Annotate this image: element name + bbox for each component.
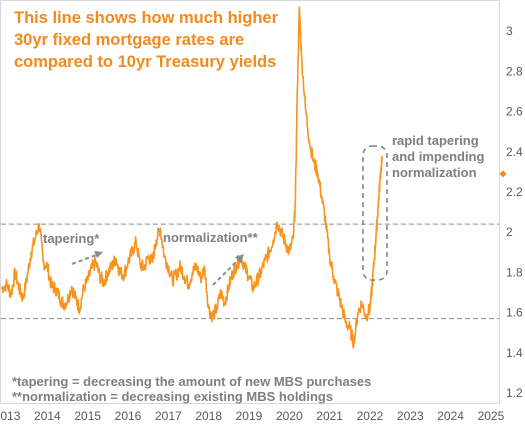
last-value-marker (499, 170, 507, 178)
normalization-arrowhead (235, 254, 244, 263)
title-line-3: compared to 10yr Treasury yields (14, 53, 276, 71)
x-tick-label: 2015 (74, 409, 101, 423)
tapering-arrow (71, 253, 100, 265)
footnote-tapering: *tapering = decreasing the amount of new… (12, 374, 371, 389)
x-tick-label: 2014 (34, 409, 61, 423)
x-tick-label: 2025 (478, 409, 505, 423)
box-label-line-3: normalization (392, 165, 477, 180)
normalization-arrow (212, 257, 241, 286)
x-tick-label: 2023 (397, 409, 424, 423)
title-line-2: 30yr fixed mortgage rates are (14, 31, 244, 49)
y-tick-label: 1.2 (506, 386, 523, 400)
y-tick-label: 2.2 (506, 185, 523, 199)
box-label-line-2: and impending (392, 149, 485, 164)
tapering-label: tapering* (43, 231, 100, 246)
title-line-1: This line shows how much higher (14, 9, 279, 27)
y-tick-label: 2.6 (506, 105, 523, 119)
x-tick-label: 2020 (276, 409, 303, 423)
normalization-label: normalization** (163, 230, 259, 245)
x-tick-label: 2018 (195, 409, 222, 423)
box-label: rapid tapering and impending normalizati… (392, 133, 488, 180)
y-tick-label: 1.8 (506, 265, 523, 279)
reference-lines (1, 223, 499, 320)
plot-frame (0, 0, 500, 404)
y-tick-label: 2.8 (506, 64, 523, 78)
y-tick-label: 3 (506, 24, 513, 38)
x-tick-label: 2017 (155, 409, 182, 423)
x-tick-label: 2019 (236, 409, 263, 423)
x-tick-label: 2022 (357, 409, 384, 423)
x-tick-label: 2016 (115, 409, 142, 423)
tapering-arrowhead (94, 251, 103, 258)
footnote-normalization: **normalization = decreasing existing MB… (12, 389, 333, 404)
box-label-line-1: rapid tapering (392, 133, 479, 148)
y-axis-ticks: 1.2 1.4 1.6 1.8 2 2.2 2.4 2.6 2.8 3 (506, 24, 523, 400)
x-tick-label: 2021 (316, 409, 343, 423)
y-tick-label: 2.4 (506, 145, 523, 159)
x-axis-ticks: 2013 2014 2015 2016 2017 2018 2019 2020 2021 2022… (0, 409, 505, 423)
x-tick-label: 2024 (437, 409, 464, 423)
x-tick-label: 2013 (0, 409, 21, 423)
y-tick-label: 2 (506, 225, 513, 239)
chart-title: This line shows how much higher 30yr fix… (14, 9, 283, 71)
y-tick-label: 1.4 (506, 346, 523, 360)
y-tick-label: 1.6 (506, 306, 523, 320)
highlight-box (362, 145, 388, 281)
series-line (0, 6, 383, 349)
